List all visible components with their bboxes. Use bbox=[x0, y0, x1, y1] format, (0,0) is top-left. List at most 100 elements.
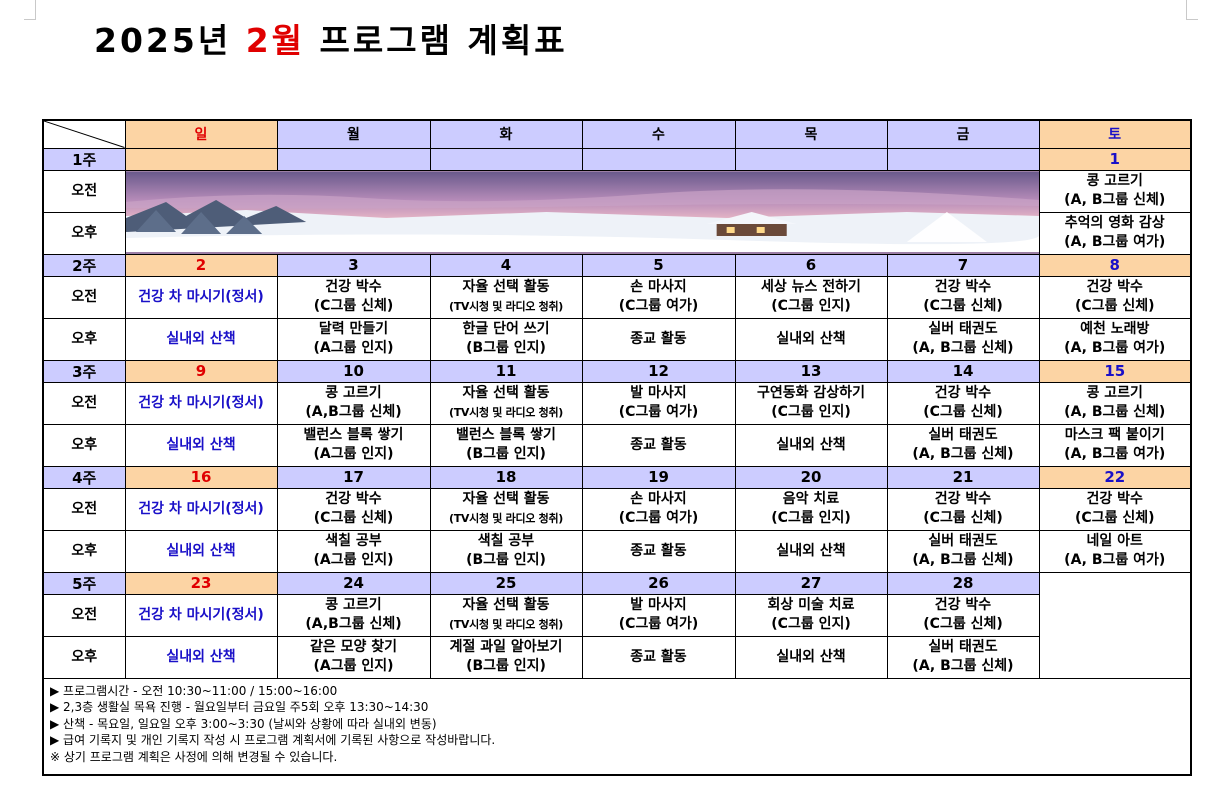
activity-group: (B그룹 인지) bbox=[466, 552, 546, 568]
activity-cell: 콩 고르기 (A,B그룹 신체) bbox=[276, 593, 431, 637]
activity-title: 건강 박수 bbox=[934, 597, 992, 613]
activity-group: (C그룹 신체) bbox=[923, 616, 1003, 632]
activity-cell: 자율 선택 활동 (TV시청 및 라디오 청취) bbox=[429, 593, 583, 637]
activity-group: (A그룹 인지) bbox=[313, 658, 394, 674]
activity-cell: 실내외 산책 bbox=[734, 529, 888, 573]
week-row: 5주 23 24 25 26 27 28 bbox=[42, 571, 1192, 679]
date-cell: 22 bbox=[1038, 465, 1192, 489]
activity-cell: 종교 활동 bbox=[581, 529, 736, 573]
week-label: 2주 bbox=[42, 253, 126, 277]
activity-title: 건강 차 마시기(정서) bbox=[138, 394, 264, 411]
activity-cell: 실내외 산책 bbox=[734, 635, 888, 679]
activity-title: 종교 활동 bbox=[630, 330, 687, 347]
activity-title: 실버 태권도 bbox=[928, 639, 998, 655]
slot-label-am: 오전 bbox=[42, 487, 126, 531]
activity-title: 손 마사지 bbox=[630, 491, 687, 507]
activity-title: 실버 태권도 bbox=[928, 427, 998, 443]
activity-title: 종교 활동 bbox=[630, 436, 687, 453]
activity-title: 네일 아트 bbox=[1086, 533, 1143, 549]
activity-group: (C그룹 여가) bbox=[618, 510, 699, 526]
activity-group: (A, B그룹 여가) bbox=[1064, 340, 1166, 356]
snowy-landscape-photo bbox=[126, 172, 1038, 252]
slot-label-am: 오전 bbox=[42, 381, 126, 425]
am-row: 오전 건강 차 마시기(정서) 콩 고르기 (A,B그룹 신체) 자율 선택 활동 (TV… bbox=[42, 381, 1192, 425]
date-cell: 5 bbox=[581, 253, 736, 277]
date-cell: 26 bbox=[581, 571, 736, 595]
date-cell: 25 bbox=[429, 571, 583, 595]
activity-cell: 건강 차 마시기(정서) bbox=[124, 593, 278, 637]
activity-group: (A,B그룹 신체) bbox=[305, 616, 402, 632]
date-cell: 23 bbox=[124, 571, 278, 595]
date-cell: 11 bbox=[429, 359, 583, 383]
date-cell: 9 bbox=[124, 359, 278, 383]
activity-group: (A, B그룹 신체) bbox=[912, 340, 1014, 356]
calendar-body: 1주 1 오전 bbox=[42, 147, 1192, 255]
activity-cell: 색칠 공부 (A그룹 인지) bbox=[276, 529, 431, 573]
activity-cell: 실내외 산책 bbox=[124, 317, 278, 361]
activity-cell: 마스크 팩 붙이기 (A, B그룹 여가) bbox=[1038, 423, 1192, 467]
date-cell: 17 bbox=[276, 465, 431, 489]
activity-cell: 건강 차 마시기(정서) bbox=[124, 381, 278, 425]
activity-cell: 자율 선택 활동 (TV시청 및 라디오 청취) bbox=[429, 275, 583, 319]
activity-group: (B그룹 인지) bbox=[466, 340, 546, 356]
activity-title: 자율 선택 활동 bbox=[462, 491, 550, 507]
activity-cell: 실내외 산책 bbox=[734, 423, 888, 467]
activity-title: 마스크 팩 붙이기 bbox=[1064, 427, 1165, 443]
activity-group: (A, B그룹 신체) bbox=[912, 552, 1014, 568]
activity-title: 건강 박수 bbox=[934, 385, 992, 401]
activity-title: 실내외 산책 bbox=[166, 648, 236, 665]
activity-group: (A그룹 인지) bbox=[313, 340, 394, 356]
activity-title: 회상 미술 치료 bbox=[767, 597, 855, 613]
date-cell: 16 bbox=[124, 465, 278, 489]
activity-cell: 한글 단어 쓰기 (B그룹 인지) bbox=[429, 317, 583, 361]
slot-label-pm: 오후 bbox=[42, 211, 126, 255]
activity-group: (C그룹 신체) bbox=[1075, 510, 1155, 526]
slot-label-pm: 오후 bbox=[42, 317, 126, 361]
pm-row: 오후 실내외 산책 같은 모양 찾기 (A그룹 인지) 계절 과일 알아보기 (B그룹 인… bbox=[42, 635, 1191, 679]
activity-group: (C그룹 신체) bbox=[1075, 298, 1155, 314]
activity-group: (A그룹 인지) bbox=[313, 552, 394, 568]
activity-title: 실내외 산책 bbox=[776, 330, 846, 347]
slot-label-pm: 오후 bbox=[42, 529, 126, 573]
activity-cell: 실내외 산책 bbox=[124, 635, 278, 679]
activity-group: (TV시청 및 라디오 청취) bbox=[448, 406, 564, 419]
date-cell: 8 bbox=[1038, 253, 1192, 277]
activity-title: 건강 차 마시기(정서) bbox=[138, 500, 264, 517]
activity-title: 한글 단어 쓰기 bbox=[462, 321, 550, 337]
activity-title: 실내외 산책 bbox=[776, 648, 846, 665]
activity-group: (C그룹 인지) bbox=[771, 510, 851, 526]
activity-title: 발 마사지 bbox=[630, 597, 687, 613]
activity-cell: 손 마사지 (C그룹 여가) bbox=[581, 275, 736, 319]
activity-title: 콩 고르기 bbox=[325, 597, 382, 613]
activity-cell: 자율 선택 활동 (TV시청 및 라디오 청취) bbox=[429, 381, 583, 425]
day-header-monday: 월 bbox=[276, 119, 431, 149]
date-cell: 4 bbox=[429, 253, 583, 277]
date-cell: 12 bbox=[581, 359, 736, 383]
corner-diagonal-cell bbox=[42, 119, 126, 149]
date-cell: 3 bbox=[276, 253, 431, 277]
activity-cell: 밸런스 블록 쌓기 (A그룹 인지) bbox=[276, 423, 431, 467]
am-row: 오전 건강 차 마시기(정서) 건강 박수 (C그룹 신체) 자율 선택 활동 (TV시청… bbox=[42, 487, 1192, 531]
activity-title: 계절 과일 알아보기 bbox=[449, 639, 563, 655]
activity-group: (TV시청 및 라디오 청취) bbox=[448, 512, 564, 525]
empty-cell bbox=[1038, 571, 1192, 679]
activity-group: (TV시청 및 라디오 청취) bbox=[448, 618, 564, 631]
activity-title: 발 마사지 bbox=[630, 385, 687, 401]
date-cell: 19 bbox=[581, 465, 736, 489]
activity-title: 구연동화 감상하기 bbox=[757, 385, 865, 401]
activity-cell: 밸런스 블록 쌓기 (B그룹 인지) bbox=[429, 423, 583, 467]
day-header-saturday: 토 bbox=[1038, 119, 1192, 149]
activity-cell: 건강 박수 (C그룹 신체) bbox=[276, 275, 431, 319]
am-row: 오전 건강 차 마시기(정서) 건강 박수 (C그룹 신체) 자율 선택 활동 (TV시청… bbox=[42, 275, 1192, 319]
date-cell bbox=[734, 147, 888, 171]
date-cell: 7 bbox=[886, 253, 1040, 277]
activity-title: 실내외 산책 bbox=[166, 330, 236, 347]
activity-title: 건강 박수 bbox=[934, 279, 992, 295]
activity-title: 자율 선택 활동 bbox=[462, 385, 550, 401]
activity-cell: 발 마사지 (C그룹 여가) bbox=[581, 593, 736, 637]
activity-cell: 색칠 공부 (B그룹 인지) bbox=[429, 529, 583, 573]
activity-title: 추억의 영화 감상 bbox=[1064, 215, 1165, 231]
activity-title: 콩 고르기 bbox=[1086, 385, 1143, 401]
day-header-tuesday: 화 bbox=[429, 119, 583, 149]
activity-cell: 같은 모양 찾기 (A그룹 인지) bbox=[276, 635, 431, 679]
